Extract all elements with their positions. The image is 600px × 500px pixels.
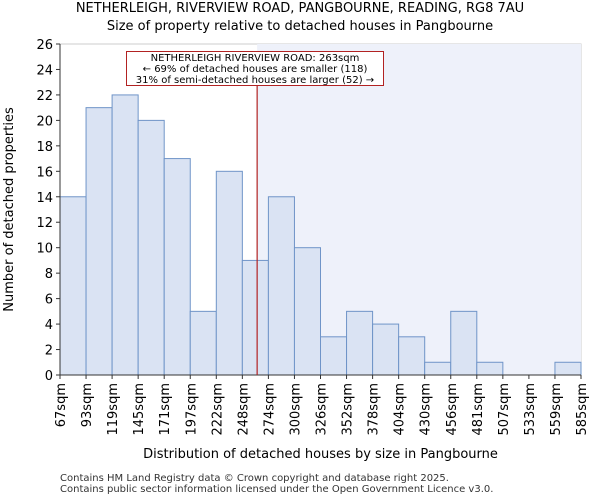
histogram-bar [189,310,217,376]
x-tick-label: 404sqm [393,383,408,436]
y-tick-label: 16 [36,165,53,180]
x-tick-label: 326sqm [315,383,330,436]
x-tick-label: 378sqm [367,383,382,436]
histogram-bar [476,361,504,376]
histogram-bar [111,94,139,376]
histogram-bar [450,310,478,376]
x-tick-label: 430sqm [419,383,434,436]
y-tick-label: 24 [36,63,53,78]
x-tick-label: 67sqm [54,383,69,427]
x-tick-label: 248sqm [236,383,251,436]
x-tick-label: 533sqm [523,383,538,436]
x-tick-label: 456sqm [445,383,460,436]
y-tick-label: 0 [45,369,53,384]
histogram-bar [372,323,400,376]
x-tick-label: 171sqm [158,383,173,436]
y-tick-label: 18 [36,140,53,155]
footer-line-2: Contains public sector information licen… [60,484,494,495]
y-axis-label: Number of detached properties [2,107,17,312]
x-tick-label: 145sqm [132,383,147,436]
y-tick-label: 4 [45,318,53,333]
histogram-bar [215,170,243,376]
histogram-bar [398,336,426,376]
histogram-bar [320,336,348,376]
y-tick-label: 6 [45,293,53,308]
histogram-bar [346,310,374,376]
histogram-bar [293,247,322,376]
y-tick-label: 14 [36,191,53,206]
x-tick-label: 197sqm [184,383,199,436]
y-tick-label: 22 [36,89,53,104]
y-tick-label: 12 [36,216,53,231]
annotation-line-1: NETHERLEIGH RIVERVIEW ROAD: 263sqm [150,53,360,64]
histogram-bar [424,361,452,376]
y-tick-label: 26 [36,38,53,53]
footer-line-1: Contains HM Land Registry data © Crown c… [60,473,449,484]
x-tick-label: 119sqm [106,383,121,436]
y-tick-label: 20 [36,114,53,129]
chart-title: NETHERLEIGH, RIVERVIEW ROAD, PANGBOURNE,… [75,1,525,16]
x-tick-label: 300sqm [288,383,303,436]
histogram-bar [241,259,269,376]
histogram-bar [163,158,191,376]
histogram-bar [137,119,165,376]
histogram-bar [554,361,582,376]
y-tick-label: 8 [45,267,53,282]
x-tick-label: 274sqm [262,383,277,436]
x-tick-label: 352sqm [341,383,356,436]
y-tick-label: 10 [36,242,53,257]
x-axis-label: Distribution of detached houses by size … [143,447,498,462]
y-tick-label: 2 [45,344,53,359]
x-tick-label: 481sqm [471,383,486,436]
chart-subtitle: Size of property relative to detached ho… [106,19,494,34]
histogram-bar [85,107,113,376]
annotation-box: NETHERLEIGH RIVERVIEW ROAD: 263sqm ← 69%… [126,51,384,86]
x-tick-label: 585sqm [575,383,590,436]
x-tick-label: 559sqm [549,383,564,436]
histogram-bar [267,196,295,376]
histogram-bar [59,196,87,376]
x-tick-label: 222sqm [210,383,225,436]
annotation-line-3: 31% of semi-detached houses are larger (… [135,75,375,86]
annotation-line-2: ← 69% of detached houses are smaller (11… [142,64,368,75]
x-tick-label: 93sqm [80,383,95,427]
x-tick-label: 507sqm [497,383,512,436]
